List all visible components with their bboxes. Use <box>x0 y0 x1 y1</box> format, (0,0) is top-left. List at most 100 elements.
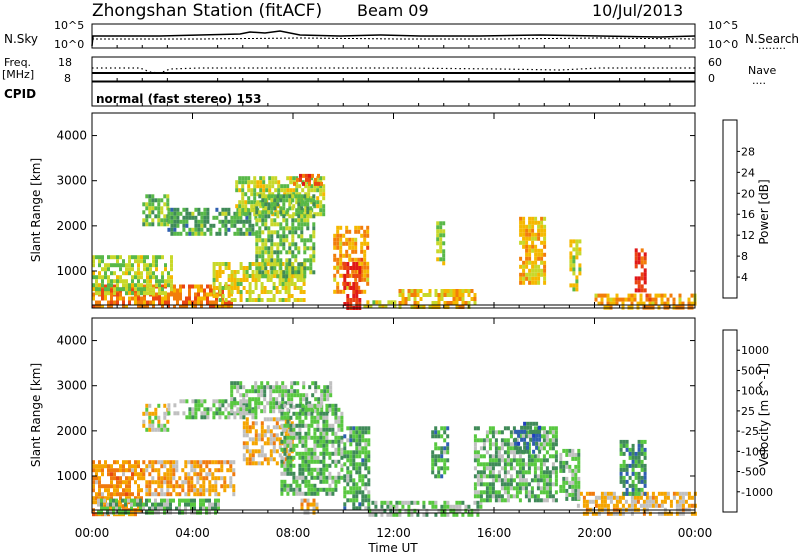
velocity-cell <box>278 393 282 398</box>
velocity-cell <box>166 460 170 465</box>
velocity-cell <box>681 495 685 500</box>
power-cell <box>267 246 271 251</box>
velocity-cell <box>194 403 198 408</box>
velocity-cell <box>527 466 531 471</box>
velocity-cell <box>127 498 130 503</box>
power-cell <box>291 266 295 271</box>
power-cell <box>261 210 265 215</box>
power-cell <box>176 207 180 212</box>
velocity-cell <box>361 478 365 483</box>
velocity-cell <box>313 475 317 480</box>
velocity-cell <box>642 511 646 516</box>
power-cell <box>286 188 290 193</box>
power-cell <box>155 259 158 264</box>
power-cell <box>273 262 277 267</box>
velocity-cell <box>331 423 335 428</box>
velocity-cell <box>289 403 293 408</box>
power-cell <box>188 284 191 289</box>
velocity-cell <box>304 483 308 488</box>
velocity-cell <box>559 456 563 461</box>
velocity-cell <box>364 438 368 443</box>
velocity-cell <box>527 462 531 467</box>
velocity-cell <box>95 512 98 517</box>
velocity-cell <box>154 415 158 420</box>
power-cell <box>185 219 189 224</box>
power-cell <box>188 215 192 220</box>
power-cell <box>113 287 116 292</box>
velocity-cell <box>166 498 169 503</box>
velocity-cell <box>134 468 137 473</box>
velocity-cell <box>568 464 572 469</box>
velocity-cell <box>245 425 249 430</box>
power-cell <box>131 267 134 272</box>
velocity-cell <box>687 495 691 500</box>
velocity-cell <box>310 459 314 464</box>
velocity-ytick-label: 2000 <box>56 424 87 438</box>
power-cell <box>224 227 228 232</box>
velocity-cell <box>230 381 234 386</box>
velocity-colorbar-frame <box>722 329 738 513</box>
power-cell <box>107 304 110 309</box>
power-cell <box>363 269 367 274</box>
power-cell <box>419 289 423 293</box>
velocity-cell <box>169 468 173 473</box>
power-cell <box>346 282 350 286</box>
power-cell <box>294 270 298 275</box>
velocity-cell <box>248 405 252 410</box>
power-cell <box>256 180 260 185</box>
power-colorbar-tick-label: 4 <box>741 271 748 284</box>
power-cell <box>643 260 647 265</box>
velocity-cell <box>200 415 204 420</box>
velocity-cell <box>517 433 521 438</box>
power-cell <box>279 258 283 263</box>
velocity-cell <box>622 463 626 468</box>
velocity-cell <box>323 385 327 390</box>
velocity-cell <box>163 415 167 420</box>
velocity-cell <box>284 457 288 462</box>
velocity-cell <box>301 459 305 464</box>
power-cell <box>140 300 143 305</box>
velocity-cell <box>166 419 170 424</box>
velocity-cell <box>160 488 164 493</box>
power-cell <box>305 177 308 182</box>
velocity-cell <box>242 441 246 446</box>
power-cell <box>92 259 95 264</box>
velocity-cell <box>292 471 296 476</box>
freq-label-2: [MHz] <box>2 68 34 81</box>
velocity-cell <box>542 482 546 487</box>
power-cell <box>354 229 358 234</box>
power-cell <box>149 291 152 296</box>
velocity-cell <box>568 468 572 473</box>
power-cell <box>215 294 219 298</box>
velocity-cell <box>98 476 101 481</box>
power-cell <box>528 232 532 237</box>
power-cell <box>271 176 275 181</box>
velocity-cell <box>230 409 234 414</box>
power-cell <box>251 298 255 302</box>
power-cell <box>648 297 652 302</box>
velocity-cell <box>157 472 161 477</box>
power-cell <box>294 218 298 223</box>
velocity-cell <box>479 504 483 509</box>
velocity-cell <box>313 455 317 460</box>
velocity-cell <box>242 415 246 420</box>
power-cell <box>185 231 189 236</box>
power-cell <box>158 287 161 292</box>
velocity-cell <box>208 484 212 489</box>
power-cell <box>158 283 161 288</box>
velocity-cell <box>187 472 191 477</box>
power-cell <box>158 300 161 305</box>
power-cell <box>366 281 370 286</box>
power-cell <box>215 262 219 266</box>
power-cell <box>298 192 302 197</box>
power-cell <box>440 293 444 297</box>
velocity-cell <box>343 478 347 483</box>
power-cell <box>260 266 264 270</box>
velocity-cell <box>526 421 530 426</box>
velocity-cell <box>621 503 625 508</box>
power-cell <box>288 274 292 279</box>
velocity-cell <box>640 463 644 468</box>
power-cell <box>125 267 128 272</box>
power-cell <box>422 293 426 297</box>
power-cell <box>161 287 164 292</box>
